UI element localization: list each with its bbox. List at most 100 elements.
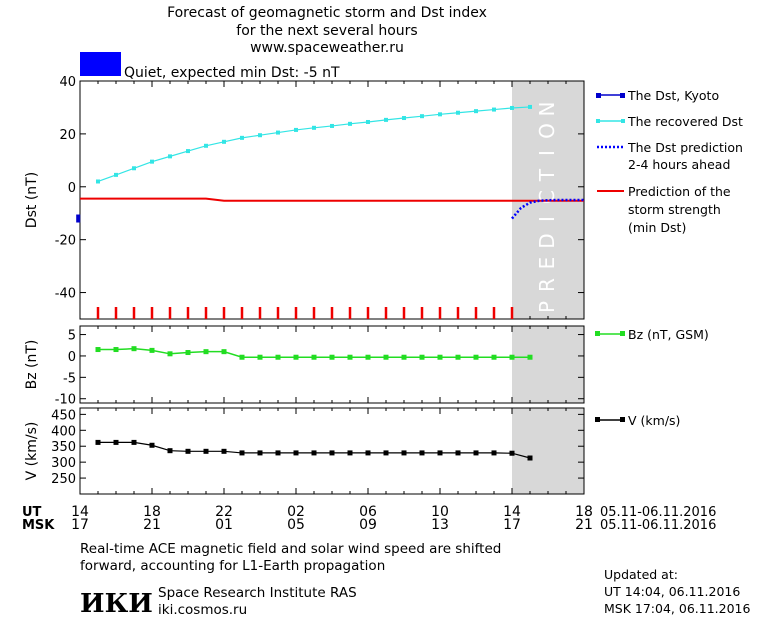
date-range-msk: 05.11-06.11.2016 xyxy=(600,518,716,533)
v-point xyxy=(131,439,137,445)
y-tick-label: -40 xyxy=(55,287,76,302)
legend-strength-2: storm strength xyxy=(628,202,721,217)
v-point xyxy=(185,448,191,454)
prediction-label-letter: I xyxy=(535,150,559,156)
recovered-dst-point xyxy=(168,154,172,159)
y-axis-label: V (km/s) xyxy=(24,422,40,481)
recovered-dst-point xyxy=(114,172,118,177)
recovered-dst-point xyxy=(240,135,244,140)
institute-name: Space Research Institute RAS xyxy=(158,585,357,601)
status-swatch xyxy=(80,52,121,76)
prediction-label-letter: E xyxy=(535,257,559,270)
recovered-dst-point xyxy=(312,125,316,130)
bz-point xyxy=(239,354,245,360)
ut-tick-label: 18 xyxy=(143,504,161,520)
footer-note-1: Real-time ACE magnetic field and solar w… xyxy=(80,541,501,557)
msk-tick-label: 09 xyxy=(359,517,377,533)
legend-recovered: The recovered Dst xyxy=(627,114,743,129)
recovered-dst-point xyxy=(222,139,226,144)
v-point xyxy=(527,455,533,461)
bz-point xyxy=(365,354,371,360)
bz-point xyxy=(257,354,263,360)
kyoto-dst-point xyxy=(76,214,81,223)
recovered-dst-point xyxy=(294,127,298,132)
bz-point xyxy=(527,354,533,360)
legend-bz: Bz (nT, GSM) xyxy=(628,327,709,342)
min-dst-line xyxy=(80,197,584,202)
v-point xyxy=(293,450,299,456)
ut-tick-label: 10 xyxy=(431,504,449,520)
footer-note-2: forward, accounting for L1-Earth propaga… xyxy=(80,558,385,574)
y-tick-label: 0 xyxy=(68,181,76,196)
legend-dst-marker xyxy=(596,93,601,98)
dst-prediction-line xyxy=(511,198,584,220)
legend-v: V (km/s) xyxy=(628,413,680,428)
msk-tick-label: 05 xyxy=(287,517,305,533)
bz-point xyxy=(149,347,155,353)
v-point xyxy=(365,450,371,456)
updated-label: Updated at: xyxy=(604,567,678,582)
v-point xyxy=(257,450,263,456)
recovered-dst-point xyxy=(258,133,262,138)
v-point xyxy=(95,439,101,445)
v-point xyxy=(203,448,209,454)
v-point xyxy=(167,448,173,454)
bz-point xyxy=(419,354,425,360)
v-point xyxy=(239,450,245,456)
v-point xyxy=(437,450,443,456)
recovered-dst-line xyxy=(97,106,531,183)
bz-point xyxy=(473,354,479,360)
legend-prediction-2: 2-4 hours ahead xyxy=(628,157,730,172)
bz-point xyxy=(455,354,461,360)
v-point xyxy=(347,450,353,456)
legend-bz-marker xyxy=(620,331,625,336)
legend-strength-1: Prediction of the xyxy=(628,184,731,199)
recovered-dst-point xyxy=(150,159,154,164)
msk-tick-label: 13 xyxy=(431,517,449,533)
y-tick-label: -5 xyxy=(63,371,76,386)
msk-tick-label: 17 xyxy=(71,517,89,533)
bz-point xyxy=(491,354,497,360)
v-point xyxy=(509,450,515,456)
recovered-dst-point xyxy=(330,123,334,128)
msk-tick-label: 21 xyxy=(143,517,161,533)
v-point xyxy=(149,442,155,448)
bz-point xyxy=(221,349,227,355)
y-tick-label: 350 xyxy=(51,440,76,455)
legend-v-marker xyxy=(595,417,600,422)
bz-point xyxy=(293,354,299,360)
v-point xyxy=(275,450,281,456)
recovered-dst-point xyxy=(348,121,352,126)
recovered-dst-point xyxy=(420,114,424,119)
v-line xyxy=(98,441,531,459)
legend-dst-marker xyxy=(620,93,625,98)
y-axis-label: Bz (nT) xyxy=(24,340,40,390)
institute-site[interactable]: iki.cosmos.ru xyxy=(158,602,247,618)
ut-tick-label: 14 xyxy=(71,504,89,520)
y-tick-label: 400 xyxy=(51,424,76,439)
y-tick-label: -20 xyxy=(55,234,76,249)
bz-point xyxy=(437,354,443,360)
bz-point xyxy=(275,354,281,360)
v-point xyxy=(419,450,425,456)
updated-msk: MSK 17:04, 06.11.2016 xyxy=(604,601,750,616)
ut-tick-label: 14 xyxy=(503,504,521,520)
bz-point xyxy=(383,354,389,360)
ut-tick-label: 06 xyxy=(359,504,377,520)
v-point xyxy=(473,450,479,456)
legend-recovered-marker xyxy=(596,119,600,123)
recovered-dst-point xyxy=(186,149,190,154)
v-point xyxy=(329,450,335,456)
prediction-label-letter: I xyxy=(535,216,559,222)
panel-frame xyxy=(79,325,585,404)
msk-tick-label: 01 xyxy=(215,517,233,533)
y-tick-label: 20 xyxy=(59,128,76,143)
recovered-dst-point xyxy=(438,112,442,117)
status-text: Quiet, expected min Dst: -5 nT xyxy=(124,65,340,81)
bz-point xyxy=(311,354,317,360)
bz-point xyxy=(401,354,407,360)
bz-point xyxy=(329,354,335,360)
title-line-1: Forecast of geomagnetic storm and Dst in… xyxy=(167,5,487,21)
y-tick-label: 40 xyxy=(59,75,76,90)
prediction-label-letter: P xyxy=(535,301,559,313)
